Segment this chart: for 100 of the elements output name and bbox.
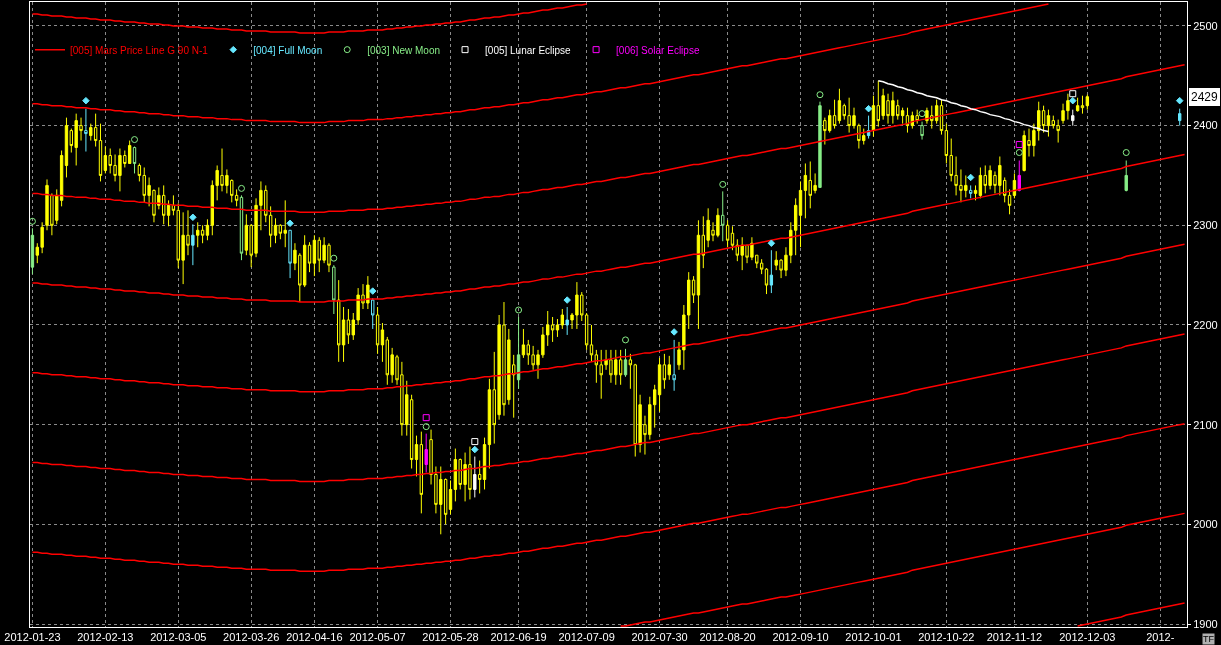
candlestick [30,227,35,275]
line-series [31,333,1186,483]
line-series [31,3,1050,124]
candlestick [191,223,195,266]
x-tick-label: 2012-07-30 [631,631,688,644]
line-series [619,512,1186,627]
line-series [31,153,1186,303]
candlestick [414,435,419,477]
legend-label: [005] Lunar Eclipse [485,44,572,56]
candlestick [448,479,453,515]
candlestick [1178,108,1182,127]
x-tick-label: 2012-02-13 [77,631,134,644]
point [918,110,926,118]
x-tick-label: 2012-10-22 [918,631,975,644]
candlestick [473,456,477,498]
legend-label: [004] Full Moon [253,44,323,56]
candlestick [419,431,424,514]
x-tick-label: 2012-06-19 [490,631,547,644]
y-tick-label: 1900 [1193,617,1218,630]
candlestick [132,146,137,174]
point [237,184,245,192]
line-series [31,3,588,34]
point [1069,90,1077,98]
x-tick-label: 2012-08-20 [699,631,756,644]
y-tick-label: 2000 [1193,518,1218,531]
candlestick [832,99,837,130]
line-series [31,422,1186,572]
candlestick [200,224,205,244]
legend-label: [006] Solar Eclipse [616,44,700,56]
candlestick [978,166,983,199]
candlestick [589,324,594,363]
x-tick-label: 2012-04-16 [286,631,343,644]
point [1015,149,1023,157]
candlestick [453,448,458,502]
candlestick [803,162,808,219]
candlestick [482,437,487,490]
point [189,213,197,222]
candlestick [565,306,569,336]
candlestick [623,348,628,378]
candlestick [1075,97,1080,113]
x-tick-label: 2012-05-07 [349,631,406,644]
candlestick [1017,159,1021,192]
y-tick-label: 2300 [1193,219,1218,232]
candlestick [759,258,764,275]
legend-label: [005] Mars Price Line G 90 N-1 [70,44,209,56]
text: TF [1203,634,1215,644]
point [422,414,430,422]
candlestick [818,101,822,188]
point [622,336,630,344]
point [966,173,975,182]
candlestick [127,140,132,164]
point [330,254,338,262]
candlestick [98,123,103,182]
candlestick [672,339,676,392]
point [816,91,824,99]
point [286,219,294,228]
point [1175,96,1184,105]
point [82,96,90,105]
legend-label: [003] New Moon [367,44,441,56]
x-tick-label: 2012-10-01 [845,631,902,644]
x-tick-label: 2012-11-12 [986,631,1043,644]
candlestick [424,433,428,473]
point [864,104,873,113]
point [1015,141,1023,149]
point [1122,149,1130,157]
x-tick-label: 2012-12-03 [1059,631,1116,644]
candlestick [1080,95,1085,115]
text: 2429 [1191,90,1219,104]
y-tick-label: 2200 [1193,318,1218,331]
candlestick [273,217,278,244]
x-tick-label: 2012-03-26 [223,631,280,644]
line-series [31,64,1186,214]
candlestick [973,184,978,201]
candlestick [1012,172,1017,199]
candlestick [93,113,98,148]
point [515,306,523,314]
candlestick [662,353,667,390]
x-tick-label: 2012-03-05 [150,631,207,644]
point [471,438,479,446]
x-tick-label: 2012- [1146,631,1175,644]
candlestick [1124,159,1128,192]
point [1069,96,1077,105]
y-tick-label: 2400 [1193,119,1218,132]
candlestick [920,121,924,141]
candlestick [837,88,842,125]
candlestick [64,117,69,178]
candlestick [516,316,521,390]
candlestick [103,146,108,174]
line-series [1076,602,1186,627]
point [767,239,776,247]
candlestick [283,199,287,248]
x-tick-label: 2012-07-09 [558,631,615,644]
point [30,217,36,225]
y-tick-label: 2100 [1193,418,1218,431]
candlestick [312,234,317,277]
candlestick [288,229,292,279]
candlestick [1046,109,1051,138]
candlestick [764,267,769,295]
x-tick-label: 2012-01-23 [4,631,61,644]
point [471,445,479,454]
